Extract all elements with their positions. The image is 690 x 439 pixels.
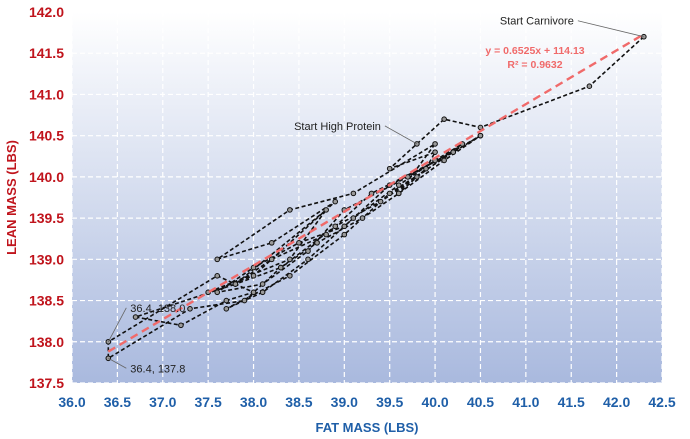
data-point bbox=[323, 207, 329, 213]
data-point bbox=[423, 165, 429, 172]
data-point bbox=[259, 289, 266, 296]
data-point bbox=[187, 306, 193, 312]
annotations: Start Carnivore Start High Protein 36.4, 1… bbox=[107, 16, 644, 375]
data-point bbox=[405, 174, 411, 180]
data-point bbox=[296, 240, 302, 246]
data-point bbox=[178, 322, 184, 329]
data-point bbox=[432, 141, 438, 147]
x-tick-label: 39.0 bbox=[331, 394, 358, 410]
data-point bbox=[586, 83, 593, 89]
annotation-leader bbox=[107, 307, 127, 342]
annotation-leader bbox=[108, 357, 127, 369]
data-point bbox=[350, 215, 357, 221]
x-tick-label: 38.5 bbox=[285, 394, 312, 410]
x-axis-ticks: 36.0 36.5 37.0 37.5 38.0 38.5 39.0 39.5 40.0 40.5… bbox=[58, 394, 675, 410]
data-point bbox=[450, 149, 457, 155]
data-point bbox=[214, 273, 221, 279]
data-point bbox=[268, 240, 275, 246]
y-tick-label: 139.0 bbox=[29, 251, 64, 267]
y-tick-label: 138.5 bbox=[29, 293, 64, 309]
y-tick-label: 140.5 bbox=[29, 128, 64, 144]
data-point bbox=[432, 149, 438, 155]
data-point bbox=[386, 190, 393, 197]
data-point bbox=[350, 190, 357, 197]
data-point bbox=[395, 190, 402, 197]
data-point bbox=[223, 297, 230, 304]
data-point bbox=[332, 223, 339, 230]
data-point bbox=[277, 264, 284, 271]
y-tick-label: 141.5 bbox=[29, 45, 64, 61]
data-point bbox=[250, 264, 257, 271]
x-tick-label: 36.5 bbox=[104, 394, 131, 410]
annotation-label: Start High Protein bbox=[294, 121, 381, 133]
x-tick-label: 36.0 bbox=[58, 394, 85, 410]
annotation-label: 36.4, 137.8 bbox=[130, 363, 185, 375]
trendline-r-squared: R² = 0.9632 bbox=[507, 59, 562, 71]
y-tick-label: 141.0 bbox=[29, 86, 64, 102]
data-point bbox=[377, 198, 384, 205]
data-point bbox=[323, 231, 329, 238]
data-point bbox=[441, 157, 447, 164]
x-tick-label: 38.0 bbox=[240, 394, 267, 410]
y-axis-title: LEAN MASS (LBS) bbox=[4, 140, 19, 255]
data-point bbox=[305, 256, 311, 263]
data-point bbox=[386, 165, 393, 172]
trendline-equation: y = 0.6525x + 114.13 bbox=[485, 45, 584, 57]
data-point bbox=[241, 297, 248, 304]
y-tick-label: 137.5 bbox=[29, 375, 64, 391]
x-tick-label: 39.5 bbox=[376, 394, 403, 410]
x-tick-label: 42.5 bbox=[648, 394, 675, 410]
x-axis-title: FAT MASS (LBS) bbox=[315, 420, 418, 435]
annotation-label: 36.4, 138.0 bbox=[130, 303, 185, 315]
data-point bbox=[414, 141, 420, 147]
data-point bbox=[305, 248, 311, 254]
data-point bbox=[441, 116, 447, 122]
annotation-leader bbox=[384, 125, 418, 145]
data-point bbox=[268, 256, 275, 263]
data-point bbox=[314, 240, 320, 246]
gridlines bbox=[71, 11, 663, 384]
data-point bbox=[132, 314, 139, 320]
data-point bbox=[341, 231, 348, 238]
data-point bbox=[359, 215, 366, 221]
x-tick-label: 40.5 bbox=[467, 394, 494, 410]
data-point bbox=[395, 182, 402, 188]
x-tick-label: 37.5 bbox=[195, 394, 222, 410]
data-point bbox=[250, 273, 257, 279]
data-point bbox=[477, 132, 484, 139]
annotation-leader bbox=[577, 20, 644, 38]
data-point bbox=[223, 306, 230, 312]
data-point bbox=[332, 198, 339, 205]
data-point bbox=[214, 256, 221, 263]
data-point bbox=[341, 223, 348, 230]
y-tick-label: 140.0 bbox=[29, 169, 64, 185]
data-point bbox=[259, 281, 266, 287]
data-point bbox=[287, 273, 293, 279]
data-point bbox=[250, 289, 257, 296]
data-point bbox=[232, 281, 239, 287]
data-point bbox=[214, 289, 221, 296]
y-tick-label: 139.5 bbox=[29, 210, 64, 226]
y-axis-ticks: 137.5 138.0 138.5 139.0 139.5 140.0 140.5 141.0… bbox=[29, 4, 64, 391]
x-tick-label: 41.0 bbox=[512, 394, 539, 410]
x-tick-label: 41.5 bbox=[558, 394, 585, 410]
x-tick-label: 42.0 bbox=[603, 394, 630, 410]
annotation-label: Start Carnivore bbox=[500, 16, 574, 28]
y-tick-label: 138.0 bbox=[29, 334, 64, 350]
data-point bbox=[287, 256, 293, 263]
x-tick-label: 40.0 bbox=[421, 394, 448, 410]
data-point bbox=[287, 207, 293, 213]
data-point bbox=[414, 174, 420, 180]
x-tick-label: 37.0 bbox=[149, 394, 176, 410]
y-tick-label: 142.0 bbox=[29, 4, 64, 20]
